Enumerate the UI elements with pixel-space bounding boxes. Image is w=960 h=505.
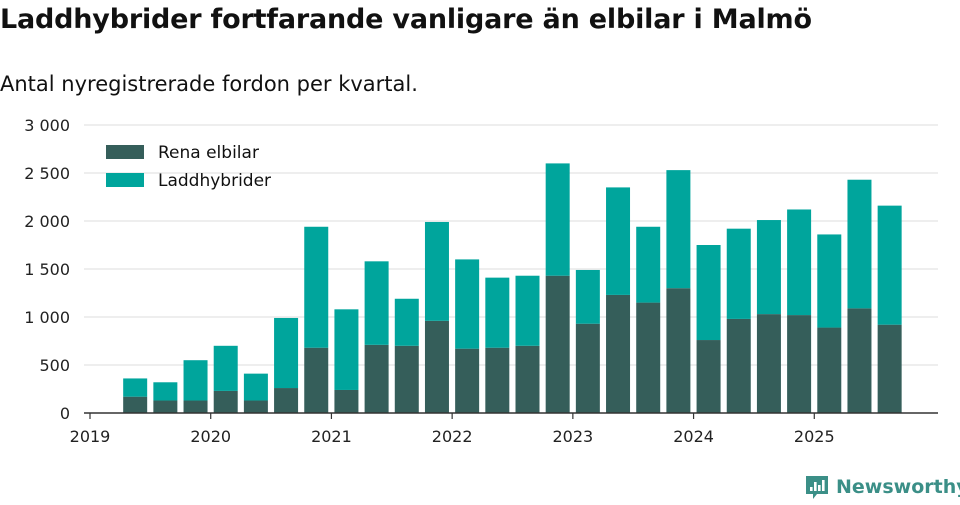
bar-rena-elbilar bbox=[756, 314, 781, 413]
bar-rena-elbilar bbox=[213, 390, 238, 413]
x-tick-label: 2020 bbox=[190, 427, 231, 446]
bar-rena-elbilar bbox=[243, 400, 268, 413]
y-tick-label: 2 000 bbox=[24, 212, 70, 231]
y-tick-label: 2 500 bbox=[24, 164, 70, 183]
bar-rena-elbilar bbox=[877, 324, 902, 413]
bar-rena-elbilar bbox=[334, 389, 359, 413]
bar-laddhybrider bbox=[606, 187, 631, 295]
bar-laddhybrider bbox=[817, 234, 842, 328]
y-tick-label: 1 500 bbox=[24, 260, 70, 279]
bar-rena-elbilar bbox=[817, 327, 842, 413]
x-tick-label: 2019 bbox=[70, 427, 111, 446]
bar-rena-elbilar bbox=[696, 340, 721, 413]
bar-rena-elbilar bbox=[364, 344, 389, 413]
legend-label: Rena elbilar bbox=[158, 143, 259, 163]
bar-laddhybrider bbox=[123, 378, 148, 397]
bar-rena-elbilar bbox=[636, 302, 661, 413]
bar-laddhybrider bbox=[455, 259, 480, 349]
legend-label: Laddhybrider bbox=[158, 171, 271, 191]
bar-laddhybrider bbox=[424, 221, 449, 321]
bar-rena-elbilar bbox=[606, 294, 631, 413]
newsworthy-bar-icon bbox=[806, 476, 828, 499]
bar-rena-elbilar bbox=[123, 396, 148, 413]
x-tick-label: 2025 bbox=[794, 427, 835, 446]
bar-rena-elbilar bbox=[847, 308, 872, 413]
brand-name: Newsworthy bbox=[836, 476, 960, 498]
bar-rena-elbilar bbox=[424, 320, 449, 413]
legend-swatch bbox=[106, 173, 144, 187]
newsworthy-logo[interactable]: Newsworthy bbox=[804, 474, 960, 500]
bar-rena-elbilar bbox=[455, 348, 480, 413]
bar-laddhybrider bbox=[364, 261, 389, 345]
bar-laddhybrider bbox=[243, 373, 268, 401]
bar-laddhybrider bbox=[847, 179, 872, 309]
bar-laddhybrider bbox=[726, 228, 751, 319]
bar-laddhybrider bbox=[334, 309, 359, 390]
legend-swatch bbox=[106, 145, 144, 159]
bar-laddhybrider bbox=[515, 275, 540, 346]
y-tick-label: 0 bbox=[60, 404, 70, 423]
bar-rena-elbilar bbox=[485, 347, 510, 413]
bar-laddhybrider bbox=[274, 317, 299, 389]
bar-laddhybrider bbox=[183, 360, 208, 401]
bar-laddhybrider bbox=[153, 382, 178, 401]
bar-rena-elbilar bbox=[394, 345, 419, 413]
bar-rena-elbilar bbox=[304, 347, 329, 413]
chart-subtitle: Antal nyregistrerade fordon per kvartal. bbox=[0, 72, 418, 96]
x-tick-label: 2021 bbox=[311, 427, 352, 446]
x-tick-label: 2023 bbox=[552, 427, 593, 446]
bar-laddhybrider bbox=[666, 170, 691, 289]
bar-laddhybrider bbox=[696, 245, 721, 341]
bar-rena-elbilar bbox=[515, 345, 540, 413]
bar-laddhybrider bbox=[756, 220, 781, 315]
bar-rena-elbilar bbox=[274, 388, 299, 413]
x-tick-label: 2024 bbox=[673, 427, 714, 446]
bar-laddhybrider bbox=[575, 269, 600, 324]
bar-rena-elbilar bbox=[183, 400, 208, 413]
bar-rena-elbilar bbox=[545, 275, 570, 413]
bar-rena-elbilar bbox=[575, 323, 600, 413]
bar-laddhybrider bbox=[877, 205, 902, 325]
bar-rena-elbilar bbox=[153, 400, 178, 413]
bar-laddhybrider bbox=[636, 226, 661, 303]
x-tick-label: 2022 bbox=[432, 427, 473, 446]
bar-laddhybrider bbox=[213, 345, 238, 391]
bar-rena-elbilar bbox=[726, 318, 751, 413]
bar-laddhybrider bbox=[787, 209, 812, 316]
chart-title: Laddhybrider fortfarande vanligare än el… bbox=[0, 4, 812, 35]
bar-laddhybrider bbox=[394, 298, 419, 346]
y-tick-label: 1 000 bbox=[24, 308, 70, 327]
bar-rena-elbilar bbox=[787, 315, 812, 413]
bar-laddhybrider bbox=[545, 163, 570, 276]
bar-rena-elbilar bbox=[666, 288, 691, 413]
bar-laddhybrider bbox=[485, 277, 510, 348]
y-tick-label: 3 000 bbox=[24, 116, 70, 135]
y-tick-label: 500 bbox=[39, 356, 70, 375]
bar-laddhybrider bbox=[304, 226, 329, 348]
